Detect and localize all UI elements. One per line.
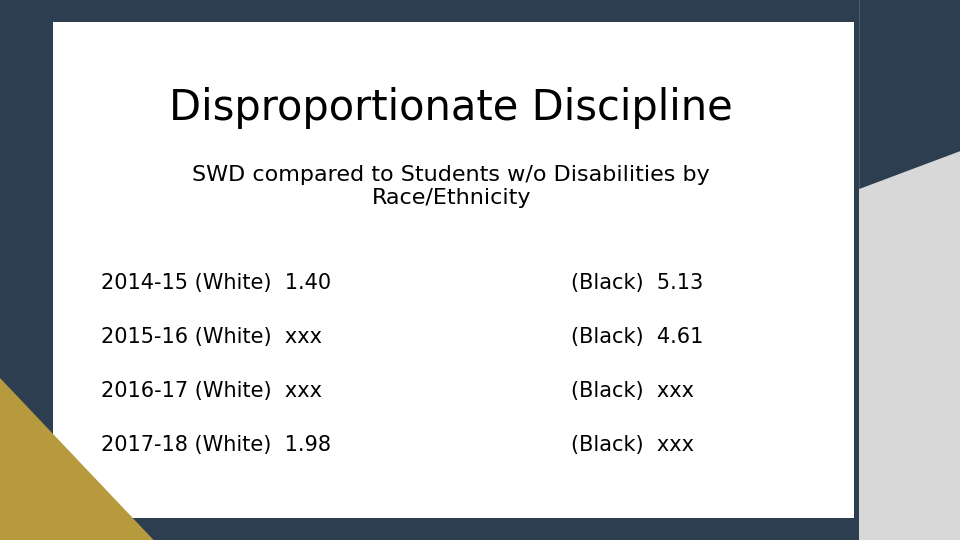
Text: SWD compared to Students w/o Disabilities by
Race/Ethnicity: SWD compared to Students w/o Disabilitie… <box>192 165 710 208</box>
Polygon shape <box>0 0 53 151</box>
Text: (Black)  5.13: (Black) 5.13 <box>571 273 704 294</box>
Polygon shape <box>0 378 154 540</box>
Text: 2016-17 (White)  xxx: 2016-17 (White) xxx <box>101 381 322 402</box>
FancyBboxPatch shape <box>53 22 854 518</box>
Text: (Black)  xxx: (Black) xxx <box>571 381 694 402</box>
Text: 2017-18 (White)  1.98: 2017-18 (White) 1.98 <box>101 435 331 456</box>
Polygon shape <box>859 0 960 189</box>
Polygon shape <box>859 0 960 540</box>
Text: (Black)  xxx: (Black) xxx <box>571 435 694 456</box>
Text: 2015-16 (White)  xxx: 2015-16 (White) xxx <box>101 327 322 348</box>
Text: 2014-15 (White)  1.40: 2014-15 (White) 1.40 <box>101 273 331 294</box>
Text: Disproportionate Discipline: Disproportionate Discipline <box>169 87 733 129</box>
Text: (Black)  4.61: (Black) 4.61 <box>571 327 704 348</box>
